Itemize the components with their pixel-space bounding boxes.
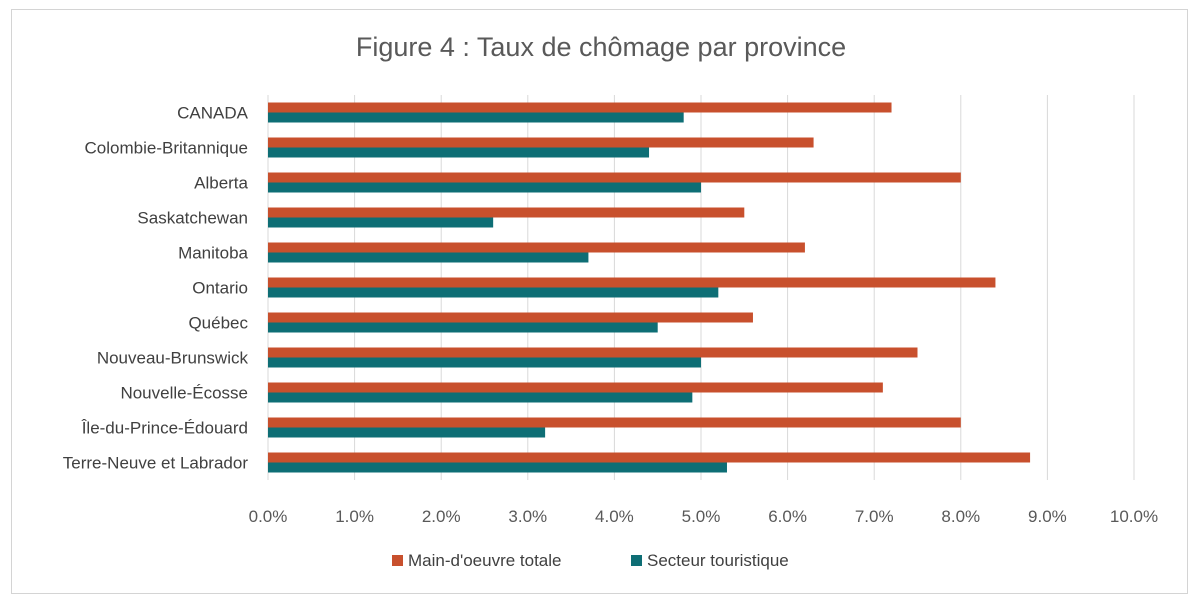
bar-secteur-touristique: [268, 252, 589, 263]
chart-title: Figure 4 : Taux de chômage par province: [356, 32, 846, 62]
bar-main-doeuvre-totale: [268, 242, 805, 253]
bar-main-doeuvre-totale: [268, 452, 1031, 463]
bar-secteur-touristique: [268, 217, 494, 228]
category-label: CANADA: [177, 104, 249, 123]
x-tick-label: 1.0%: [335, 507, 374, 526]
legend-label: Secteur touristique: [647, 551, 789, 570]
bar-main-doeuvre-totale: [268, 137, 814, 148]
category-label: Colombie-Britannique: [85, 139, 248, 158]
category-label: Île-du-Prince-Édouard: [81, 419, 248, 438]
category-labels: CANADA Colombie-Britannique Alberta Saskatc…: [63, 104, 249, 473]
x-tick-labels: 0.0% 1.0% 2.0% 3.0% 4.0% 5.0% 6.0% 7.0% 8.0% 9.0%…: [249, 507, 1158, 526]
x-tick-label: 8.0%: [941, 507, 980, 526]
legend: Main-d'oeuvre totale Secteur touristique: [392, 551, 789, 570]
bar-main-doeuvre-totale: [268, 102, 892, 113]
x-tick-label: 7.0%: [855, 507, 894, 526]
category-label: Ontario: [192, 279, 248, 298]
bar-secteur-touristique: [268, 462, 727, 473]
bar-main-doeuvre-totale: [268, 277, 996, 288]
bar-main-doeuvre-totale: [268, 382, 883, 393]
x-tick-label: 3.0%: [508, 507, 547, 526]
x-tick-label: 9.0%: [1028, 507, 1067, 526]
category-label: Terre-Neuve et Labrador: [63, 454, 249, 473]
x-tick-label: 0.0%: [249, 507, 288, 526]
x-tick-label: 10.0%: [1110, 507, 1158, 526]
bar-main-doeuvre-totale: [268, 172, 961, 183]
bar-main-doeuvre-totale: [268, 347, 918, 358]
x-tick-label: 5.0%: [682, 507, 721, 526]
bar-secteur-touristique: [268, 322, 658, 333]
bar-secteur-touristique: [268, 287, 719, 298]
category-label: Alberta: [194, 174, 248, 193]
bars: [268, 102, 1031, 473]
legend-swatch: [392, 555, 403, 566]
legend-label: Main-d'oeuvre totale: [408, 551, 562, 570]
x-tick-label: 6.0%: [768, 507, 807, 526]
bar-secteur-touristique: [268, 112, 684, 123]
bar-main-doeuvre-totale: [268, 207, 745, 218]
bar-secteur-touristique: [268, 357, 701, 368]
category-label: Nouvelle-Écosse: [120, 384, 248, 403]
bar-secteur-touristique: [268, 427, 546, 438]
bar-secteur-touristique: [268, 392, 693, 403]
bar-secteur-touristique: [268, 182, 701, 193]
x-tick-label: 2.0%: [422, 507, 461, 526]
bar-main-doeuvre-totale: [268, 417, 961, 428]
legend-swatch: [631, 555, 642, 566]
x-tick-label: 4.0%: [595, 507, 634, 526]
bar-main-doeuvre-totale: [268, 312, 753, 323]
category-label: Saskatchewan: [137, 209, 248, 228]
bar-secteur-touristique: [268, 147, 650, 158]
category-label: Québec: [188, 314, 248, 333]
category-label: Nouveau-Brunswick: [97, 349, 249, 368]
category-label: Manitoba: [178, 244, 248, 263]
